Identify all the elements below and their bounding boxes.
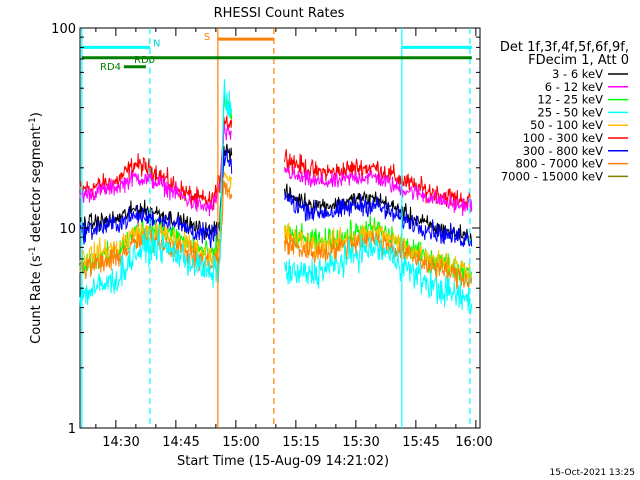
series-line [79, 179, 473, 290]
y-tick-label: 1 [68, 422, 76, 437]
y-tick-labels: 100 10 1 [51, 22, 76, 437]
series-line [79, 124, 473, 217]
axis-ticks [80, 27, 480, 429]
interval-label: N [153, 38, 160, 49]
x-tick-label: 16:00 [455, 435, 492, 450]
x-tick-labels: 14:30 14:45 15:00 15:15 15:30 15:45 16:0… [102, 435, 492, 450]
legend-label: 3 - 6 keV [552, 67, 603, 81]
x-tick-label: 15:00 [222, 435, 259, 450]
y-tick-label: 100 [51, 22, 76, 37]
interval-label: RD4 [100, 62, 121, 73]
x-tick-label: 14:30 [102, 435, 139, 450]
y-axis-label-end: ) [29, 112, 44, 117]
legend-label: 12 - 25 keV [537, 93, 603, 107]
legend-label: 25 - 50 keV [537, 105, 603, 119]
legend-header: Det 1f,3f,4f,5f,6f,9f, [500, 40, 629, 55]
x-tick-label: 15:15 [282, 435, 319, 450]
chart-marks [79, 79, 473, 315]
x-tick-label: 15:45 [402, 435, 439, 450]
legend-label: 50 - 100 keV [530, 118, 603, 132]
legend-label: 800 - 7000 keV [515, 157, 603, 171]
legend-label: 6 - 12 keV [545, 80, 603, 94]
x-tick-label: 15:30 [342, 435, 379, 450]
interval-label: RD0 [134, 55, 155, 66]
x-axis-label: Start Time (15-Aug-09 14:21:02) [177, 454, 389, 469]
timestamp: 15-Oct-2021 13:25 [550, 468, 635, 478]
y-axis-label-main: Count Rate (s [29, 255, 44, 344]
y-tick-label: 10 [59, 222, 76, 237]
y-axis-label-sup: -1 [28, 246, 38, 255]
legend-header: FDecim 1, Att 0 [528, 53, 629, 68]
chart-overlays: N S RD4 RD0 [81, 28, 472, 428]
series-line [79, 79, 473, 315]
legend-label: 7000 - 15000 keV [501, 169, 603, 183]
legend-label: 300 - 800 keV [523, 144, 603, 158]
legend-label: 100 - 300 keV [523, 131, 603, 145]
y-axis-label-mid: detector segment [29, 126, 44, 246]
series-line [79, 115, 473, 211]
legend: Det 1f,3f,4f,5f,6f,9f, FDecim 1, Att 0 3… [500, 40, 629, 183]
y-axis-label: Count Rate (s-1 detector segment-1) [28, 112, 44, 344]
interval-label: S [204, 32, 210, 43]
y-axis-label-sup: -1 [28, 117, 38, 126]
chart-title: RHESSI Count Rates [214, 6, 345, 21]
x-tick-label: 14:45 [162, 435, 199, 450]
